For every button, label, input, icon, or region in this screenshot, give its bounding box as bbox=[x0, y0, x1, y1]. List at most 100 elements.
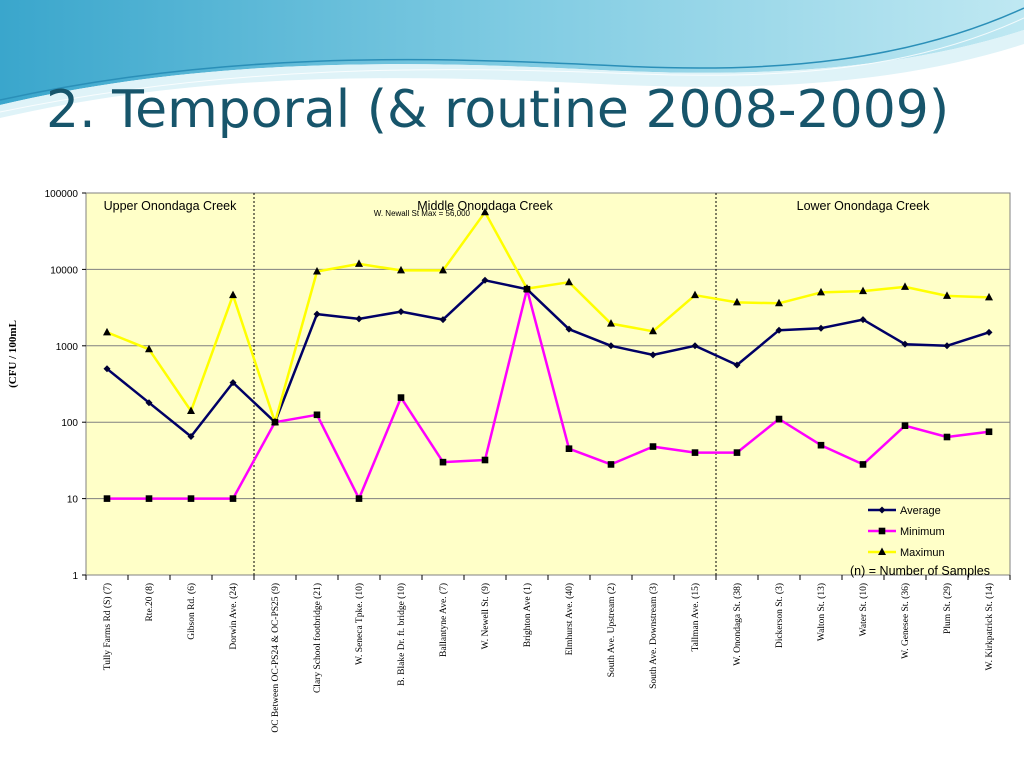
data-point-average bbox=[943, 342, 951, 350]
x-tick-label: W. Kirkpatrick St. (14) bbox=[984, 583, 995, 671]
legend-label: Minimum bbox=[900, 526, 945, 538]
data-point-minimum bbox=[649, 443, 657, 450]
x-tick-label: W. Seneca Tpke. (10) bbox=[354, 583, 365, 665]
data-point-minimum bbox=[607, 461, 615, 468]
data-point-minimum bbox=[901, 422, 909, 429]
data-point-maximun bbox=[691, 290, 699, 299]
x-tick-label: South Ave. Upstream (2) bbox=[606, 583, 617, 677]
annotation-sample-note: (n) = Number of Samples bbox=[850, 564, 990, 578]
y-tick-label: 100 bbox=[61, 418, 78, 429]
header-wave-decoration bbox=[0, 0, 1024, 118]
x-tick-label: Gibson Rd. (6) bbox=[186, 583, 197, 640]
data-point-maximun bbox=[565, 277, 573, 286]
x-tick-label: OC Between OC-PS24 & OC-PS25 (9) bbox=[270, 583, 281, 733]
data-point-maximun bbox=[187, 406, 195, 415]
data-point-average bbox=[649, 351, 657, 359]
data-point-average bbox=[859, 316, 867, 324]
data-point-average bbox=[901, 340, 909, 348]
annotation-max-note: W. Newall St Max = 56,000 bbox=[374, 209, 471, 218]
data-point-maximun bbox=[103, 327, 111, 336]
data-point-minimum bbox=[985, 428, 993, 436]
x-tick-label: Tully Farms Rd (S) (7) bbox=[102, 583, 113, 670]
y-tick-label: 100000 bbox=[45, 189, 79, 200]
data-point-average bbox=[187, 432, 195, 440]
data-point-minimum bbox=[145, 495, 153, 502]
data-point-average bbox=[313, 310, 321, 318]
data-point-minimum bbox=[859, 461, 867, 468]
data-point-average bbox=[481, 276, 489, 284]
legend-label: Average bbox=[900, 505, 941, 517]
data-point-average bbox=[607, 342, 615, 350]
data-point-maximun bbox=[229, 290, 237, 299]
series-line-maximun bbox=[106, 210, 990, 424]
region-label: Upper Onondaga Creek bbox=[104, 199, 237, 213]
x-tick-label: Dickerson St. (3) bbox=[774, 583, 785, 648]
x-tick-label: Elmhurst Ave. (40) bbox=[564, 583, 575, 655]
region-label: Lower Onondaga Creek bbox=[797, 199, 930, 213]
x-tick-label: B. Blake Dr. ft. bridge (10) bbox=[396, 583, 407, 686]
y-axis-label: (CFU / 100mL bbox=[7, 320, 19, 388]
data-point-maximun bbox=[523, 284, 531, 292]
x-tick-label: Plum St. (29) bbox=[942, 583, 953, 634]
data-point-average bbox=[103, 365, 111, 373]
data-point-maximun bbox=[649, 326, 657, 335]
data-point-average bbox=[229, 379, 237, 387]
y-tick-label: 1000 bbox=[56, 342, 79, 353]
data-point-maximun bbox=[313, 266, 321, 275]
data-point-average bbox=[733, 361, 741, 369]
x-tick-label: Water St. (10) bbox=[858, 583, 869, 636]
data-point-minimum bbox=[439, 458, 447, 466]
x-tick-label: Walton St. (13) bbox=[816, 583, 827, 641]
data-point-minimum bbox=[229, 495, 237, 502]
data-point-minimum bbox=[733, 449, 741, 456]
x-tick-label: South Ave. Downstream (3) bbox=[648, 583, 659, 689]
data-point-maximun bbox=[943, 291, 951, 299]
y-tick-label: 10 bbox=[67, 495, 79, 506]
data-point-maximun bbox=[985, 292, 993, 301]
data-point-maximun bbox=[439, 265, 447, 274]
data-point-average bbox=[775, 326, 783, 334]
data-point-minimum bbox=[355, 495, 363, 502]
data-point-minimum bbox=[943, 433, 951, 441]
data-point-average bbox=[145, 399, 153, 407]
data-point-minimum bbox=[817, 441, 825, 449]
data-point-minimum bbox=[187, 495, 195, 502]
data-point-maximun bbox=[271, 417, 279, 426]
data-point-maximun bbox=[145, 344, 153, 353]
x-tick-label: Rte.20 (8) bbox=[144, 583, 155, 622]
x-tick-label: Ballantyne Ave. (7) bbox=[438, 583, 449, 657]
data-point-maximun bbox=[901, 282, 909, 290]
data-point-average bbox=[439, 316, 447, 324]
data-point-maximun bbox=[775, 298, 783, 307]
data-point-maximun bbox=[607, 319, 615, 327]
data-point-minimum bbox=[691, 449, 699, 456]
data-point-minimum bbox=[565, 445, 573, 452]
data-point-average bbox=[817, 324, 825, 332]
x-tick-label: Dorwin Ave. (24) bbox=[228, 583, 239, 650]
legend-marker bbox=[878, 547, 886, 555]
y-tick-label: 1 bbox=[72, 571, 78, 582]
x-tick-label: Clary School footbridge (21) bbox=[312, 583, 323, 693]
data-point-average bbox=[691, 342, 699, 350]
data-point-maximun bbox=[733, 297, 741, 306]
data-point-maximun bbox=[481, 207, 489, 216]
data-point-minimum bbox=[103, 495, 111, 502]
data-point-maximun bbox=[397, 265, 405, 274]
series-line-average bbox=[106, 279, 990, 438]
y-tick-label: 10000 bbox=[50, 265, 78, 276]
x-tick-label: W. Genesee St. (36) bbox=[900, 583, 911, 659]
slide-title: 2. Temporal (& routine 2008-2009) bbox=[46, 80, 950, 140]
data-point-average bbox=[985, 328, 993, 336]
data-point-maximun bbox=[859, 286, 867, 295]
data-point-minimum bbox=[313, 411, 321, 419]
plot-area bbox=[85, 192, 1011, 576]
data-point-average bbox=[355, 315, 363, 323]
data-point-minimum bbox=[775, 415, 783, 423]
data-point-maximun bbox=[355, 259, 363, 267]
x-tick-label: W. Newell St. (9) bbox=[480, 583, 491, 649]
legend-marker bbox=[878, 506, 886, 514]
x-tick-label: Tallman Ave. (15) bbox=[690, 583, 701, 652]
series-line-minimum bbox=[107, 287, 990, 500]
data-point-maximun bbox=[817, 287, 825, 296]
